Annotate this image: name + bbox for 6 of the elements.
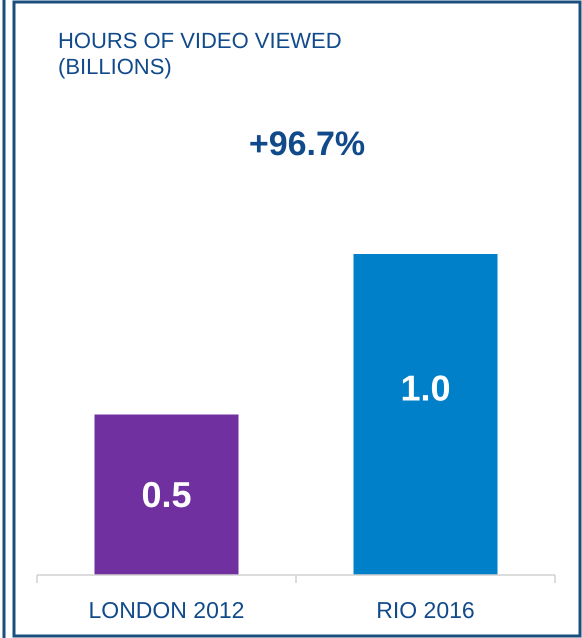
x-tick-label: LONDON 2012	[88, 597, 244, 623]
x-tick-label: RIO 2016	[376, 597, 475, 623]
data-label: 0.5	[141, 474, 192, 515]
chart-title: HOURS OF VIDEO VIEWED (BILLIONS)	[58, 28, 342, 79]
data-label: 1.0	[400, 368, 451, 408]
text: +96.7%	[248, 125, 366, 163]
